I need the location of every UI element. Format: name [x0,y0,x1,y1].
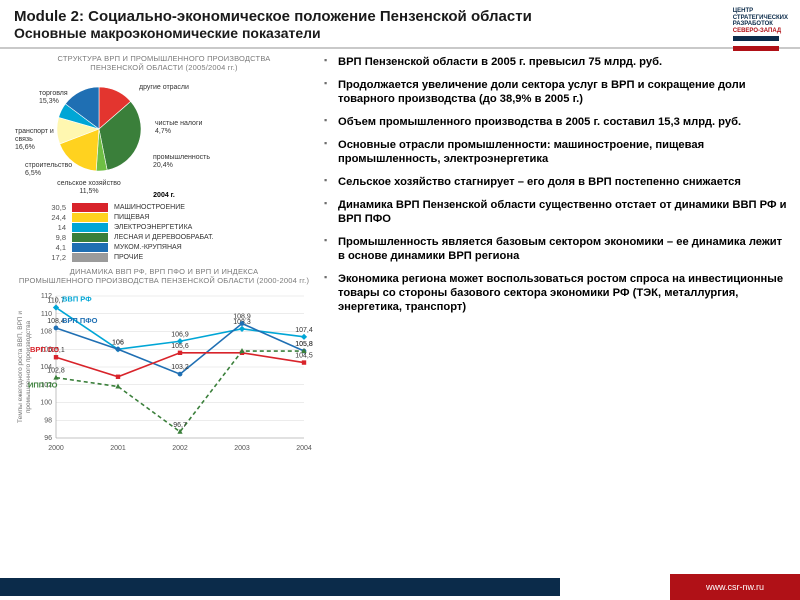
footer-url: www.csr-nw.ru [670,574,800,600]
svg-text:промышленность: промышленность [153,154,210,161]
svg-text:15,3%: 15,3% [39,98,59,105]
svg-text:100: 100 [40,399,52,406]
svg-text:строительство: строительство [25,162,72,169]
svg-text:ИПП ПО: ИПП ПО [28,380,58,389]
bullet-item: Сельское хозяйство стагнирует – его доля… [324,175,790,189]
svg-text:103,2: 103,2 [171,364,189,371]
module-subtitle: Основные макроэкономические показатели [14,25,786,41]
module-title: Module 2: Социально-экономическое положе… [14,8,786,25]
svg-text:сельское хозяйство: сельское хозяйство [57,179,121,187]
svg-text:106,9: 106,9 [171,331,189,338]
legend-row: 17,2ПРОЧИЕ [40,253,314,262]
bullet-item: Промышленность является базовым сектором… [324,235,790,263]
svg-text:2000: 2000 [48,445,64,452]
svg-text:108,9: 108,9 [233,313,251,320]
industry-legend: 30,5МАШИНОСТРОЕНИЕ24,4ПИЩЕВАЯ14ЭЛЕКТРОЭН… [40,203,314,262]
bullet-item: Продолжается увеличение доли сектора усл… [324,78,790,106]
svg-text:110: 110 [41,310,52,317]
svg-text:98: 98 [44,417,52,424]
pie-chart-block: СТРУКТУРА ВРП И ПРОМЫШЛЕННОГО ПРОИЗВОДСТ… [14,55,314,262]
svg-text:2002: 2002 [172,445,188,452]
pie-title: СТРУКТУРА ВРП И ПРОМЫШЛЕННОГО ПРОИЗВОДСТ… [14,55,314,72]
legend-row: 24,4ПИЩЕВАЯ [40,213,314,222]
legend-row: 30,5МАШИНОСТРОЕНИЕ [40,203,314,212]
svg-text:другие отрасли: другие отрасли [139,84,189,91]
bullet-item: Объем промышленного производства в 2005 … [324,115,790,129]
svg-text:105,6: 105,6 [171,342,189,349]
bullet-list: ВРП Пензенской области в 2005 г. превыси… [324,55,790,314]
svg-text:чистые налоги: чистые налоги [155,120,203,127]
svg-text:105,8: 105,8 [295,341,313,348]
svg-text:ВРП ПФО: ВРП ПФО [62,315,98,324]
svg-text:96: 96 [44,435,52,442]
footer: www.csr-nw.ru [0,574,800,600]
line-chart-block: ДИНАМИКА ВВП РФ, ВРП ПФО И ВРП И ИНДЕКСА… [14,268,314,457]
svg-text:Темпы ежегодного роста ВВП, ВР: Темпы ежегодного роста ВВП, ВРП ипромышл… [17,310,32,422]
svg-text:4,7%: 4,7% [155,128,171,135]
svg-text:16,6%: 16,6% [15,144,35,151]
svg-text:2001: 2001 [110,445,126,452]
bullet-item: Основные отрасли промышленности: машинос… [324,138,790,166]
svg-text:106: 106 [112,339,124,346]
pie-chart: торговля15,3% другие отрасли чистые налоги… [14,74,314,194]
svg-text:104,5: 104,5 [295,352,313,359]
footer-bar [0,578,560,596]
svg-text:11,5%: 11,5% [79,188,98,194]
legend-row: 4,1МУКОМ.-КРУПЯНАЯ [40,243,314,252]
svg-text:108: 108 [40,328,52,335]
legend-row: 9,8ЛЕСНАЯ И ДЕРЕВООБРАБАТ. [40,233,314,242]
line-chart: 9698100102104106108110112200020012002200… [14,288,314,458]
svg-text:2004: 2004 [296,445,312,452]
svg-text:6,5%: 6,5% [25,170,41,177]
svg-text:связь: связь [15,136,33,143]
bullet-item: Экономика региона может воспользоваться … [324,272,790,314]
line-title: ДИНАМИКА ВВП РФ, ВРП ПФО И ВРП И ИНДЕКСА… [14,268,314,285]
svg-text:107,4: 107,4 [295,326,313,333]
bullet-item: Динамика ВРП Пензенской области существе… [324,198,790,226]
legend-row: 14ЭЛЕКТРОЭНЕРГЕТИКА [40,223,314,232]
svg-text:20,4%: 20,4% [153,162,173,169]
pie-year: 2004 г. [14,192,314,199]
svg-text:торговля: торговля [39,90,68,97]
svg-text:транспорт и: транспорт и [15,128,54,135]
svg-text:96,7: 96,7 [173,421,187,428]
logo: ЦЕНТР СТРАТЕГИЧЕСКИХ РАЗРАБОТОК СЕВЕРО-З… [733,8,788,54]
svg-text:ВРП ПО: ВРП ПО [30,345,59,354]
bullet-item: ВРП Пензенской области в 2005 г. превыси… [324,55,790,69]
svg-text:ВВП РФ: ВВП РФ [62,294,92,303]
svg-text:102,8: 102,8 [47,367,65,374]
svg-text:2003: 2003 [234,445,250,452]
